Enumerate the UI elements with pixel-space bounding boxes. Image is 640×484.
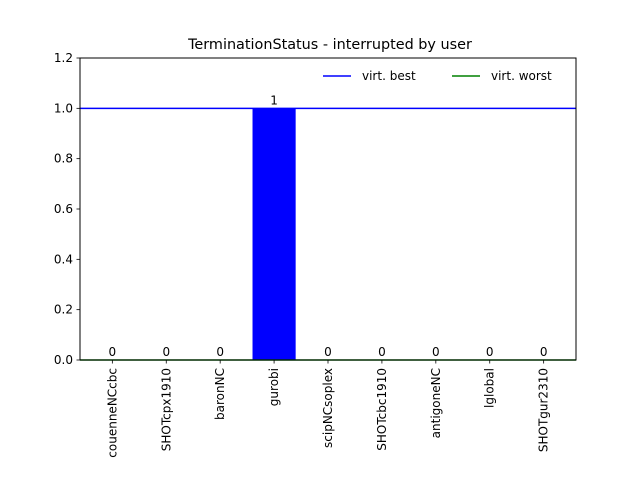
legend-label-virt-best: virt. best <box>362 69 416 83</box>
data-label-baronNC: 0 <box>216 345 224 359</box>
x-tick-label-scipNCsoplex: scipNCsoplex <box>321 368 335 448</box>
data-label-scipNCsoplex: 0 <box>324 345 332 359</box>
data-label-SHOTgur2310: 0 <box>540 345 548 359</box>
legend: virt. best virt. worst <box>323 69 552 83</box>
chart-title: TerminationStatus - interrupted by user <box>187 37 472 53</box>
x-tick-label-couenneNCcbc: couenneNCcbc <box>105 368 119 458</box>
y-tick-label: 0.2 <box>54 303 73 317</box>
x-tick-label-SHOTcbc1910: SHOTcbc1910 <box>375 368 389 451</box>
plot-frame <box>79 57 577 361</box>
bar-gurobi <box>252 108 296 360</box>
data-labels-group: 0 0 0 1 0 0 0 0 0 <box>109 93 548 359</box>
data-label-SHOTcpx1910: 0 <box>162 345 170 359</box>
x-tick-label-lglobal: lglobal <box>483 368 497 408</box>
x-tick-label-SHOTgur2310: SHOTgur2310 <box>537 368 551 452</box>
x-axis: couenneNCcbc SHOTcpx1910 baronNC gurobi scip… <box>105 360 551 458</box>
y-tick-label: 1.0 <box>54 101 73 115</box>
x-tick-label-gurobi: gurobi <box>267 368 281 406</box>
data-label-couenneNCcbc: 0 <box>109 345 117 359</box>
x-tick-label-SHOTcpx1910: SHOTcpx1910 <box>159 368 173 451</box>
bars-group <box>252 108 296 360</box>
legend-label-virt-worst: virt. worst <box>491 69 552 83</box>
data-label-antigoneNC: 0 <box>432 345 440 359</box>
data-label-lglobal: 0 <box>486 345 494 359</box>
y-axis: 0.0 0.2 0.4 0.6 0.8 1.0 1.2 <box>54 51 80 367</box>
data-label-SHOTcbc1910: 0 <box>378 345 386 359</box>
y-tick-label: 0.4 <box>54 252 73 266</box>
data-label-gurobi: 1 <box>270 93 278 107</box>
x-tick-label-antigoneNC: antigoneNC <box>429 368 443 438</box>
y-tick-label: 0.0 <box>54 353 73 367</box>
y-tick-label: 1.2 <box>54 51 73 65</box>
y-tick-label: 0.6 <box>54 202 73 216</box>
x-tick-label-baronNC: baronNC <box>213 368 227 420</box>
y-tick-label: 0.8 <box>54 152 73 166</box>
reference-lines-group <box>80 107 576 361</box>
